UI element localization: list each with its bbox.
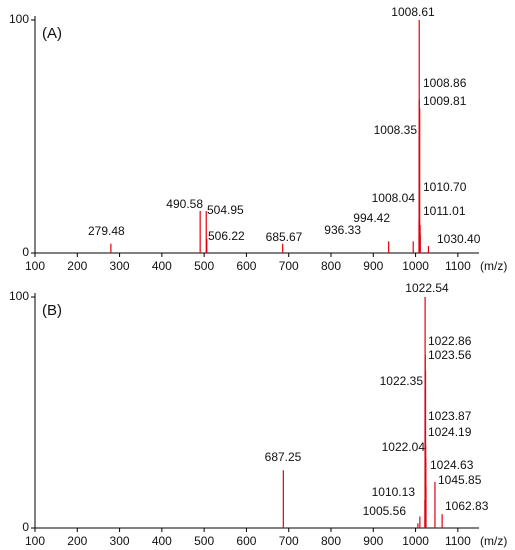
- x-tick-label: 800: [321, 534, 341, 548]
- peak-label: 936.33: [324, 223, 361, 237]
- peak-label: 506.22: [208, 229, 245, 243]
- peak-label: 994.42: [353, 211, 390, 225]
- x-axis-label: (m/z): [480, 534, 507, 548]
- panel-label: (A): [42, 25, 62, 42]
- x-tick-label: 300: [110, 259, 130, 273]
- x-tick-label: 500: [194, 534, 214, 548]
- peak-label: 1008.35: [374, 123, 418, 137]
- peak-label: 490.58: [166, 197, 203, 211]
- peak-label: 1011.01: [423, 204, 466, 218]
- peak-label: 1010.70: [423, 180, 467, 194]
- peak-label: 504.95: [207, 203, 244, 217]
- peak-label: 1008.04: [372, 191, 416, 205]
- peak-label: 1008.61: [391, 5, 435, 19]
- x-tick-label: 100: [25, 534, 45, 548]
- x-tick-label: 700: [279, 259, 299, 273]
- peak-label: 1008.86: [423, 76, 467, 90]
- peak-label: 685.67: [266, 230, 303, 244]
- x-tick-label: 1100: [445, 534, 471, 548]
- x-tick-label: 200: [67, 259, 87, 273]
- x-tick-label: 300: [110, 534, 130, 548]
- x-tick-label: 400: [152, 534, 172, 548]
- x-tick-label: 800: [321, 259, 341, 273]
- peak-label: 1010.13: [372, 485, 416, 499]
- peak-label: 1009.81: [423, 94, 467, 108]
- peak-label: 279.48: [88, 224, 125, 238]
- peak-label: 687.25: [265, 450, 302, 464]
- x-tick-label: 1000: [402, 534, 429, 548]
- peak-label: 1005.56: [363, 504, 407, 518]
- x-tick-label: 600: [236, 259, 256, 273]
- x-tick-label: 500: [194, 259, 214, 273]
- peak-label: 1062.83: [445, 499, 489, 513]
- peak-label: 1022.35: [380, 374, 424, 388]
- peak-label: 1022.04: [382, 440, 426, 454]
- peak-label: 1045.85: [438, 473, 482, 487]
- x-tick-label: 400: [152, 259, 172, 273]
- x-axis-label: (m/z): [480, 259, 507, 273]
- x-tick-label: 600: [236, 534, 256, 548]
- peak-label: 1024.19: [428, 425, 472, 439]
- peak-label: 1024.63: [430, 458, 474, 472]
- y-tick-label: 0: [22, 520, 29, 534]
- peak-label: 1023.56: [428, 348, 472, 362]
- x-tick-label: 900: [363, 534, 383, 548]
- peak-label: 1030.40: [437, 232, 481, 246]
- x-tick-label: 700: [279, 534, 299, 548]
- y-tick-label: 100: [9, 12, 29, 26]
- panel-label: (B): [42, 302, 62, 319]
- peak-label: 1022.86: [428, 334, 472, 348]
- x-tick-label: 900: [363, 259, 383, 273]
- peak-label: 1022.54: [405, 281, 449, 295]
- peak-label: 1023.87: [428, 409, 472, 423]
- x-tick-label: 200: [67, 534, 87, 548]
- y-tick-label: 100: [9, 289, 29, 303]
- x-tick-label: 1100: [445, 259, 471, 273]
- x-tick-label: 1000: [402, 259, 429, 273]
- x-tick-label: 100: [25, 259, 45, 273]
- y-tick-label: 0: [22, 245, 29, 259]
